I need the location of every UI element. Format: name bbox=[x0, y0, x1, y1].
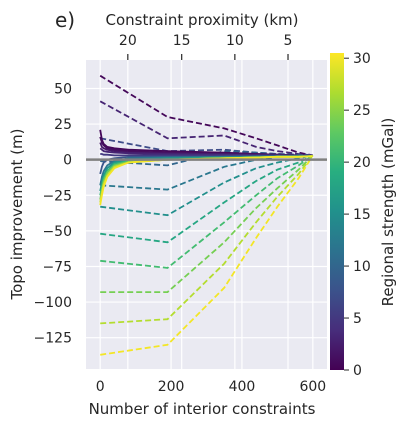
dashed-series-line bbox=[100, 154, 314, 356]
colorbar-ticks: 0 5 10 15 20 25 30 bbox=[344, 51, 371, 379]
y-axis-label: Topo improvement (m) bbox=[8, 129, 26, 301]
top-tick-label: 20 bbox=[119, 33, 137, 49]
top-tick-label: 10 bbox=[226, 33, 244, 49]
solid-series-line bbox=[99, 155, 313, 206]
y-tick-label: 0 bbox=[63, 153, 72, 169]
y-tick-label: −125 bbox=[34, 331, 72, 347]
colorbar-tick-label: 25 bbox=[353, 103, 371, 119]
dashed-series-line bbox=[100, 154, 314, 325]
colorbar-label: Regional strength (mGal) bbox=[379, 118, 397, 307]
y-tick-label: 25 bbox=[54, 117, 72, 133]
top-tick-label: 15 bbox=[173, 33, 191, 49]
y-tick-label: −50 bbox=[42, 224, 72, 240]
plot-area bbox=[86, 60, 327, 369]
y-axis-ticks: 50 25 0 −25 −50 −75 −100 −125 bbox=[34, 81, 72, 346]
colorbar-tick-label: 10 bbox=[353, 259, 371, 275]
x-tick-label: 0 bbox=[96, 379, 105, 395]
dashed-series-line bbox=[100, 154, 314, 294]
colorbar-tick-label: 15 bbox=[353, 207, 371, 223]
y-tick-label: −25 bbox=[42, 188, 72, 204]
panel-label: e) bbox=[55, 8, 75, 32]
x-axis-ticks: 0 200 400 600 bbox=[96, 379, 326, 395]
colorbar bbox=[330, 53, 344, 370]
y-tick-label: −75 bbox=[42, 259, 72, 275]
colorbar-tick-label: 30 bbox=[353, 51, 371, 67]
dashed-series-line bbox=[100, 154, 314, 269]
colorbar-tick-label: 0 bbox=[353, 363, 362, 379]
colorbar-tick-label: 5 bbox=[353, 311, 362, 327]
data-series bbox=[86, 74, 327, 356]
top-tick-label: 5 bbox=[284, 33, 293, 49]
dashed-series-line bbox=[100, 154, 313, 217]
dashed-series-line bbox=[100, 154, 314, 244]
x-tick-label: 400 bbox=[229, 379, 256, 395]
x-axis-label: Number of interior constraints bbox=[89, 400, 316, 418]
top-axis-label: Constraint proximity (km) bbox=[106, 11, 299, 29]
x-tick-label: 200 bbox=[158, 379, 185, 395]
grid-lines bbox=[86, 60, 327, 369]
top-axis-ticks: 20 15 10 5 bbox=[119, 33, 293, 60]
y-tick-label: −100 bbox=[34, 295, 72, 311]
colorbar-tick-label: 20 bbox=[353, 155, 371, 171]
y-tick-label: 50 bbox=[54, 81, 72, 97]
x-tick-label: 600 bbox=[299, 379, 326, 395]
